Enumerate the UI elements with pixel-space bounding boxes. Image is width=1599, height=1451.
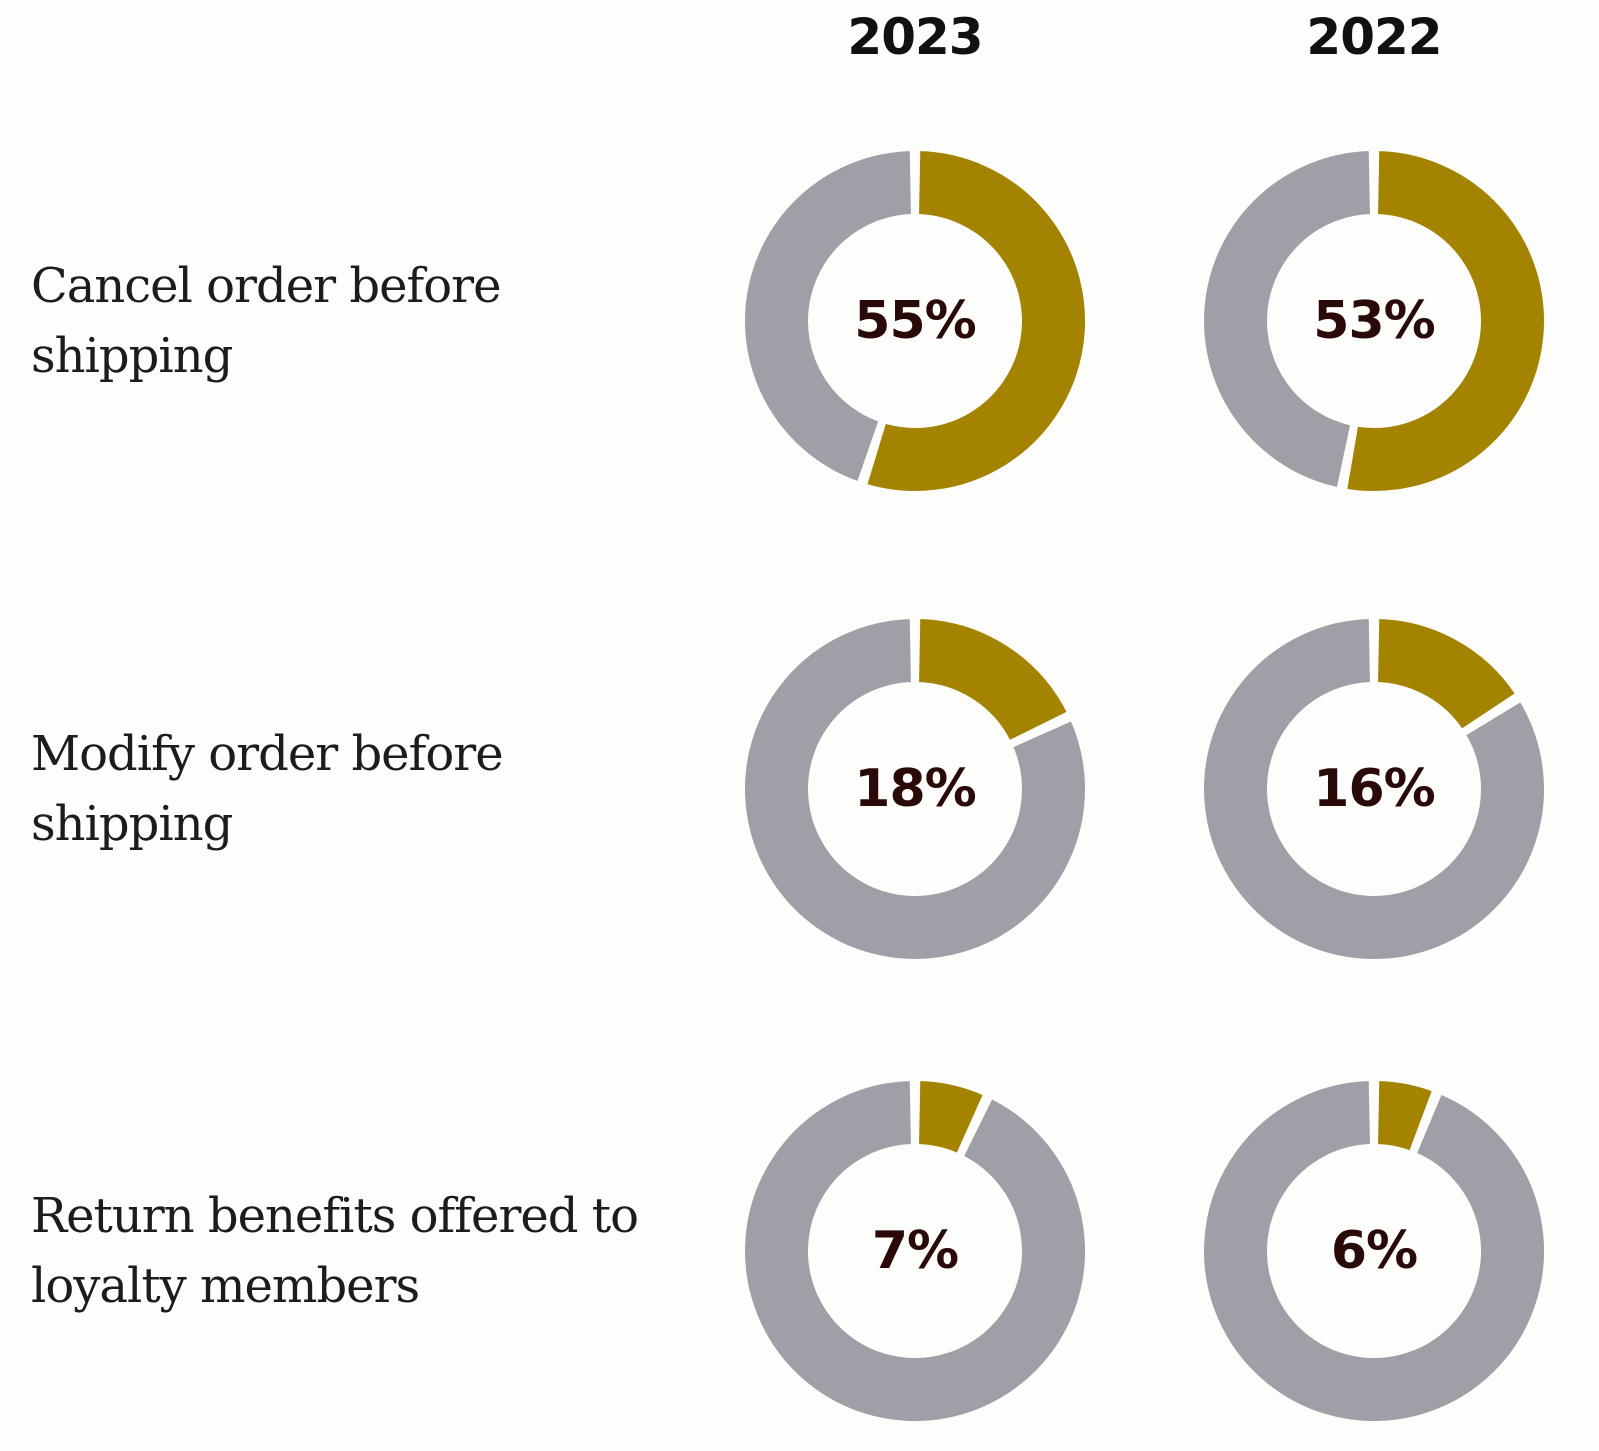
donut-value-label-row1-2023: 18% bbox=[854, 759, 975, 819]
donut-value-label-row2-2023: 7% bbox=[872, 1221, 958, 1281]
row-label-return-benefits: Return benefits offered to loyalty membe… bbox=[31, 1188, 639, 1314]
year-header-2023: 2023 bbox=[847, 8, 983, 66]
row-label-cancel-order: Cancel order before shipping bbox=[31, 258, 501, 384]
donut-value-row0-2023 bbox=[863, 147, 1089, 495]
donut-value-row2-2023 bbox=[915, 1077, 988, 1158]
donut-remainder-row1-2022 bbox=[1200, 615, 1548, 963]
donut-value-row2-2022 bbox=[1374, 1077, 1437, 1155]
donut-value-label-row1-2022: 16% bbox=[1313, 759, 1434, 819]
year-header-2022: 2022 bbox=[1306, 8, 1442, 66]
donut-remainder-row2-2022 bbox=[1200, 1077, 1548, 1425]
donut-value-label-row0-2023: 55% bbox=[854, 291, 975, 351]
donut-value-row1-2022 bbox=[1374, 615, 1520, 734]
donut-remainder-row1-2023 bbox=[741, 615, 1089, 963]
donut-value-label-row0-2022: 53% bbox=[1313, 291, 1434, 351]
donut-value-label-row2-2022: 6% bbox=[1331, 1221, 1417, 1281]
donut-remainder-row2-2023 bbox=[741, 1077, 1089, 1425]
donut-value-row0-2022 bbox=[1343, 147, 1548, 495]
donut-value-row1-2023 bbox=[915, 615, 1072, 745]
row-label-modify-order: Modify order before shipping bbox=[31, 726, 504, 852]
donut-remainder-row0-2022 bbox=[1200, 147, 1374, 492]
donut-remainder-row0-2023 bbox=[741, 147, 915, 486]
